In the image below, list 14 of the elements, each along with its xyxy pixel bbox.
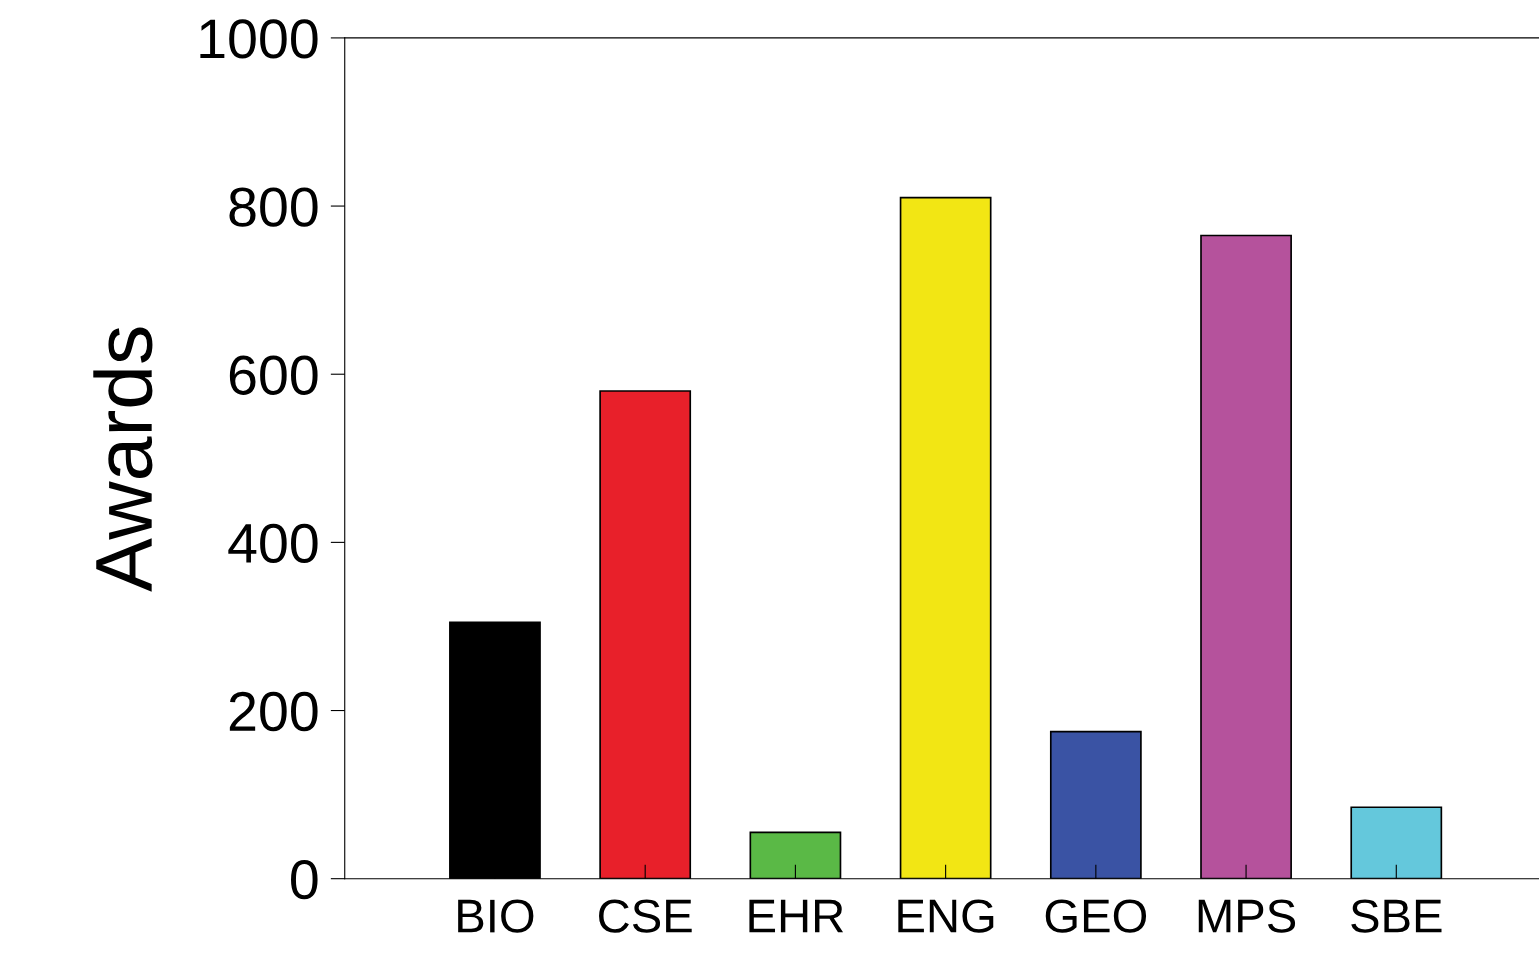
x-tick-label: EHR [749, 899, 844, 933]
x-tick-label: ENG [898, 899, 994, 933]
x-tick-label: GEO [1045, 899, 1147, 933]
x-tick-label: BIO [458, 899, 534, 933]
y-tick-label: 800 [229, 187, 318, 227]
y-axis-title: Awards [93, 327, 153, 592]
y-tick-label: 600 [229, 355, 318, 395]
y-tick-label: 0 [291, 860, 318, 900]
x-tick-label: MPS [1198, 899, 1296, 933]
x-tick-label: CSE [599, 899, 692, 933]
y-tick-label: 1000 [200, 19, 318, 59]
y-tick-label: 200 [229, 691, 318, 732]
y-tick-label: 400 [228, 523, 318, 564]
x-tick-label: SBE [1351, 899, 1442, 933]
